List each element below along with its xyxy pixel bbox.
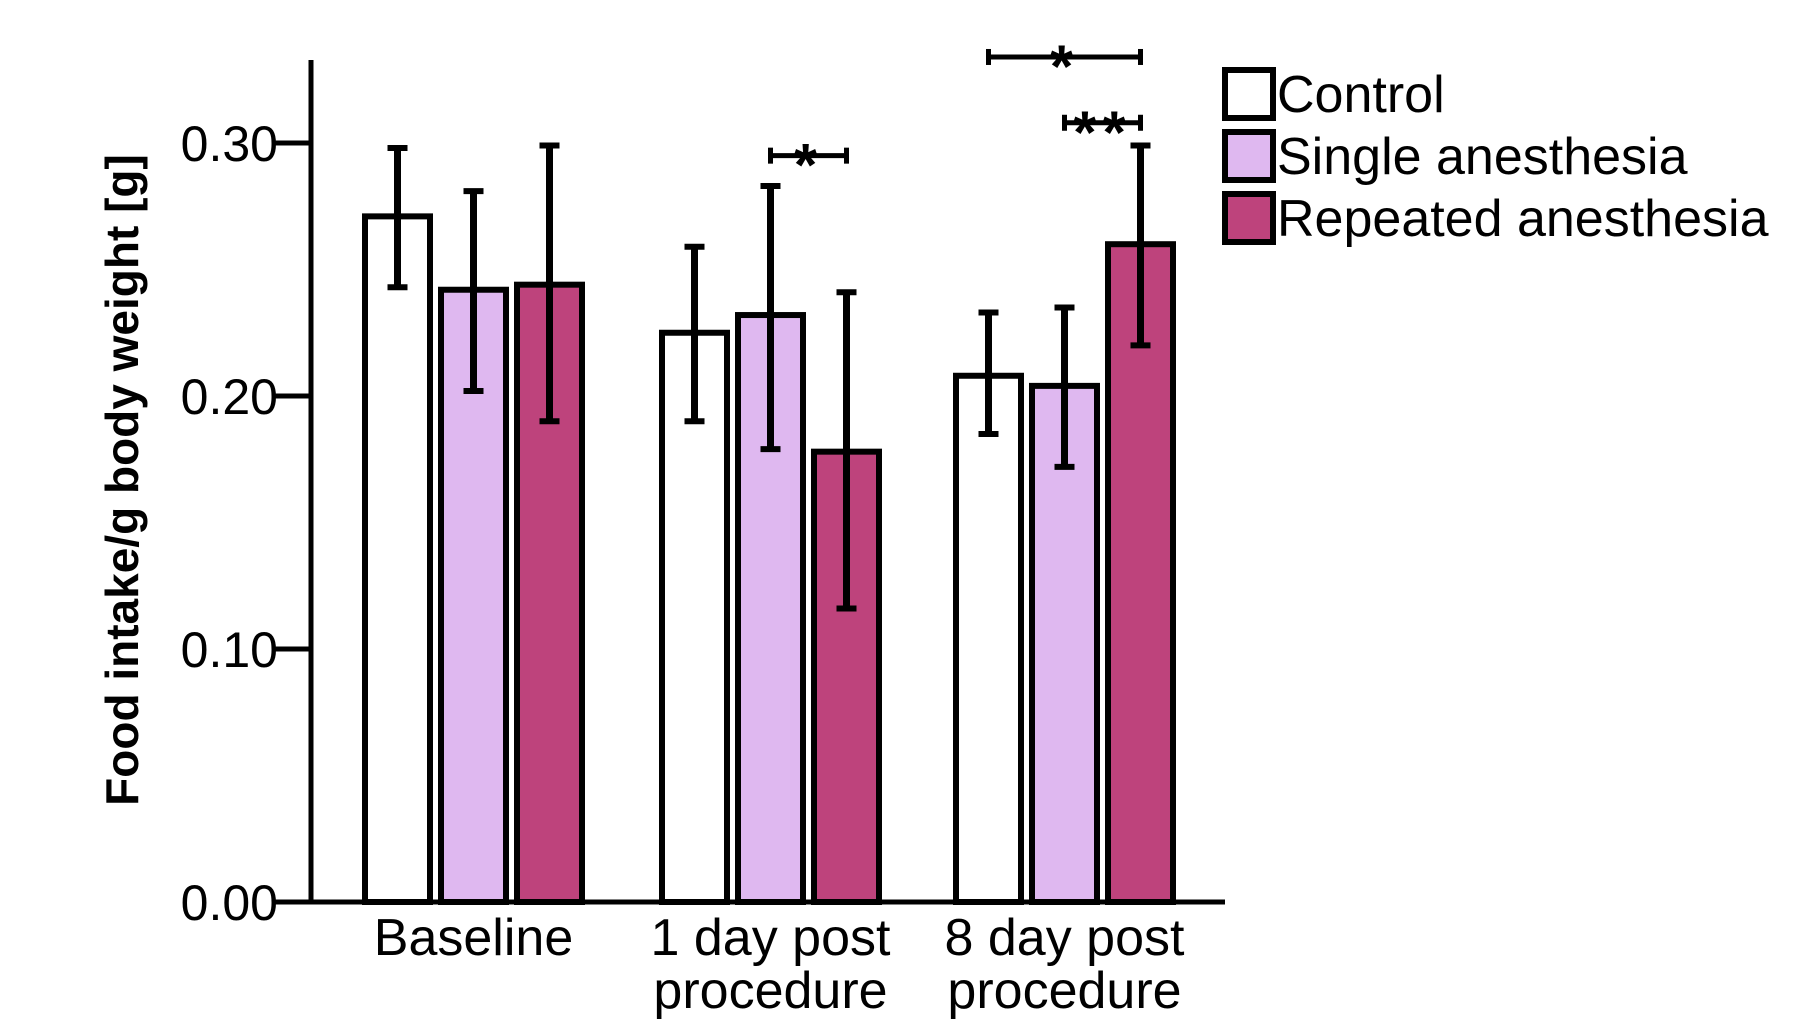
x-tick-label: Baseline bbox=[374, 909, 573, 967]
legend-item: Control bbox=[1222, 66, 1445, 124]
legend-item: Repeated anesthesia bbox=[1222, 190, 1769, 248]
bar-single-anesthesia bbox=[438, 286, 509, 905]
x-tick-label-line2: procedure bbox=[653, 962, 887, 1020]
legend-swatch bbox=[1222, 129, 1276, 183]
y-tick-label: 0.00 bbox=[181, 875, 278, 931]
significance-label: * bbox=[1050, 33, 1079, 100]
error-bar bbox=[1130, 142, 1151, 349]
bar-single-anesthesia bbox=[1029, 382, 1100, 905]
error-bar bbox=[836, 289, 857, 612]
error-bar bbox=[387, 145, 408, 291]
significance-label: ** bbox=[1073, 99, 1132, 166]
legend-swatch bbox=[1222, 67, 1276, 121]
x-tick-label: 8 day post bbox=[945, 909, 1185, 967]
bar-control bbox=[362, 213, 433, 905]
error-bar bbox=[463, 188, 484, 394]
legend-label: Single anesthesia bbox=[1277, 128, 1688, 186]
error-bar bbox=[978, 309, 999, 437]
error-bar bbox=[760, 183, 781, 453]
significance-bracket: * bbox=[768, 132, 849, 199]
error-bars bbox=[387, 142, 1151, 612]
y-tick-label: 0.20 bbox=[181, 369, 278, 425]
significance-label: * bbox=[794, 132, 823, 199]
bar-control bbox=[659, 329, 730, 905]
significance-bracket: ** bbox=[1062, 99, 1143, 166]
bar-control bbox=[953, 372, 1024, 905]
legend-label: Repeated anesthesia bbox=[1277, 190, 1769, 248]
significance-bracket: * bbox=[986, 33, 1143, 100]
axes: 0.00 0.10 0.20 0.30 Food intake/g body weigh… bbox=[96, 60, 1225, 1020]
error-bar bbox=[539, 142, 560, 425]
significance-markers: **** bbox=[768, 33, 1143, 199]
x-tick-label-line2: procedure bbox=[947, 962, 1181, 1020]
x-tick-label: 1 day post bbox=[651, 909, 891, 967]
legend-swatch bbox=[1222, 191, 1276, 245]
error-bar bbox=[1054, 304, 1075, 470]
legend-label: Control bbox=[1277, 66, 1445, 124]
y-axis-label: Food intake/g body weight [g] bbox=[96, 154, 148, 806]
y-tick-label: 0.30 bbox=[181, 116, 278, 172]
legend-item: Single anesthesia bbox=[1222, 128, 1688, 186]
error-bar bbox=[684, 243, 705, 425]
y-tick-label: 0.10 bbox=[181, 622, 278, 678]
